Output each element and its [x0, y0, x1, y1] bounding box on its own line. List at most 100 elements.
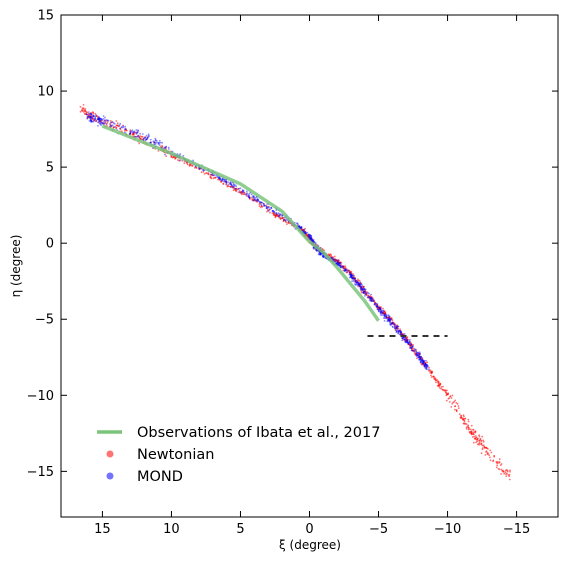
- scatter-point: [410, 349, 413, 352]
- scatter-point: [300, 226, 303, 228]
- scatter-point: [383, 314, 386, 316]
- scatter-point: [234, 188, 237, 190]
- scatter-point: [354, 283, 356, 285]
- scatter-point: [401, 337, 404, 339]
- scatter-point: [391, 321, 394, 324]
- scatter-point: [99, 120, 102, 123]
- scatter-point: [90, 113, 93, 116]
- scatter-point: [217, 176, 220, 179]
- scatter-point: [252, 199, 255, 202]
- scatter-point: [260, 201, 263, 204]
- scatter-point: [233, 186, 235, 189]
- scatter-point: [102, 118, 105, 120]
- scatter-point: [391, 322, 394, 325]
- scatter-point: [378, 309, 380, 311]
- scatter-point: [379, 309, 382, 312]
- scatter-point: [86, 111, 88, 114]
- scatter-point: [124, 128, 127, 131]
- scatter-point: [331, 256, 334, 259]
- scatter-point: [399, 330, 402, 333]
- scatter-point: [103, 123, 105, 125]
- scatter-point: [357, 282, 360, 284]
- scatter-point: [332, 258, 335, 261]
- scatter-point: [104, 121, 107, 124]
- scatter-point: [239, 187, 242, 190]
- scatter-point: [395, 331, 398, 334]
- scatter-point: [337, 262, 340, 265]
- scatter-point: [405, 340, 407, 343]
- scatter-point: [396, 324, 398, 326]
- scatter-point: [350, 275, 353, 278]
- scatter-point: [340, 265, 342, 267]
- scatter-point: [332, 256, 334, 259]
- scatter-point: [347, 269, 350, 272]
- scatter-point: [379, 312, 382, 315]
- scatter-point: [322, 254, 325, 257]
- scatter-point: [419, 357, 422, 360]
- scatter-point: [346, 271, 349, 273]
- scatter-point: [377, 306, 380, 309]
- scatter-point: [144, 136, 147, 139]
- scatter-point: [217, 178, 219, 181]
- scatter-point: [337, 260, 339, 262]
- scatter-point: [362, 287, 364, 290]
- scatter-point: [454, 408, 456, 411]
- scatter-point: [401, 337, 404, 340]
- scatter-point: [363, 288, 366, 290]
- scatter-point: [394, 323, 396, 326]
- scatter-point: [95, 114, 97, 116]
- scatter-point: [359, 283, 362, 286]
- scatter-point: [405, 339, 408, 341]
- scatter-point: [138, 142, 141, 145]
- scatter-point: [410, 342, 412, 345]
- scatter-point: [254, 199, 257, 202]
- scatter-point: [212, 174, 215, 177]
- scatter-point: [370, 297, 373, 299]
- scatter-point: [382, 312, 385, 314]
- scatter-point: [419, 357, 421, 360]
- scatter-point: [256, 199, 258, 202]
- scatter-point: [338, 259, 340, 262]
- scatter-point: [349, 276, 352, 278]
- scatter-point: [253, 198, 256, 201]
- scatter-point: [415, 355, 418, 357]
- scatter-point: [231, 185, 234, 188]
- scatter-point: [359, 287, 362, 290]
- legend-label-observations: Observations of Ibata et al., 2017: [137, 425, 380, 441]
- scatter-point: [509, 470, 511, 473]
- scatter-point: [444, 389, 447, 392]
- scatter-point: [270, 207, 273, 210]
- scatter-point: [389, 316, 392, 319]
- scatter-point: [271, 212, 274, 215]
- scatter-point: [424, 362, 427, 365]
- scatter-point: [407, 343, 410, 346]
- scatter-point: [369, 300, 372, 302]
- scatter-point: [361, 288, 364, 291]
- scatter-point: [313, 241, 316, 244]
- scatter-point: [496, 462, 499, 465]
- scatter-point: [148, 134, 150, 137]
- scatter-point: [253, 198, 256, 200]
- scatter-point: [209, 175, 212, 178]
- scatter-point: [133, 132, 136, 135]
- legend-label-mond: MOND: [137, 469, 183, 485]
- scatter-point: [407, 341, 410, 344]
- scatter-point: [342, 266, 345, 269]
- scatter-point: [425, 363, 428, 366]
- legend-label-newtonian: Newtonian: [137, 447, 214, 463]
- scatter-point: [91, 120, 93, 123]
- scatter-point: [266, 209, 269, 211]
- scatter-point: [358, 282, 361, 285]
- scatter-point: [298, 225, 300, 228]
- scatter-point: [385, 315, 387, 318]
- scatter-point: [84, 113, 87, 115]
- scatter-point: [99, 118, 101, 120]
- scatter-point: [387, 320, 390, 322]
- scatter-point: [304, 230, 307, 233]
- scatter-point: [104, 120, 107, 123]
- scatter-point: [93, 119, 95, 122]
- scatter-point: [369, 295, 372, 298]
- scatter-point: [200, 171, 203, 174]
- scatter-point: [399, 331, 402, 334]
- scatter-point: [225, 182, 228, 185]
